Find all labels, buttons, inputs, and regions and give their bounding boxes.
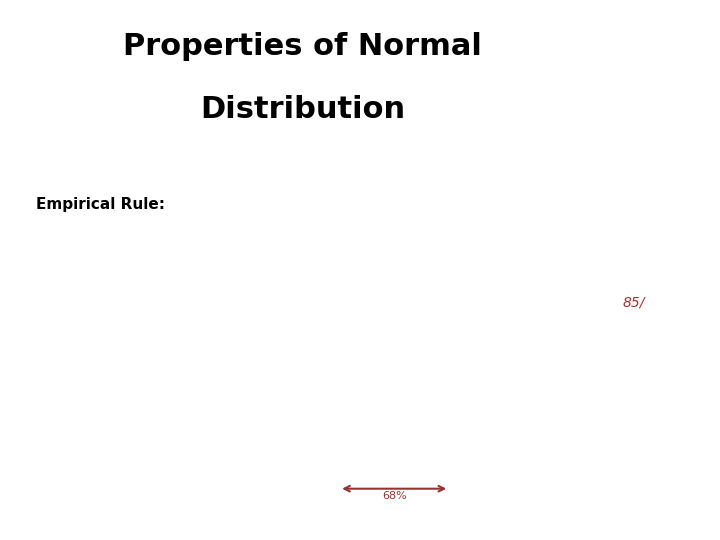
Text: 2.35%: 2.35%: [243, 451, 271, 461]
Text: 95% within: 95% within: [367, 218, 421, 228]
Text: Empirical Rule:: Empirical Rule:: [36, 197, 165, 212]
Text: 2 standard deviations: 2 standard deviations: [341, 238, 447, 248]
Text: 68%: 68%: [382, 491, 407, 502]
Text: 3 standard deviations: 3 standard deviations: [341, 189, 447, 199]
Text: 13.5%: 13.5%: [462, 450, 492, 461]
Text: 1 stancard: 1 stancard: [452, 284, 504, 294]
Text: Properties of Normal: Properties of Normal: [123, 32, 482, 62]
Text: 13.5%: 13.5%: [297, 450, 327, 461]
Text: Distribution: Distribution: [200, 94, 405, 124]
Text: 85/: 85/: [623, 295, 645, 309]
Text: 99.7% within: 99.7% within: [362, 169, 426, 179]
Text: 34%: 34%: [354, 402, 379, 412]
Text: 2.35%: 2.35%: [517, 451, 546, 461]
Text: 34%: 34%: [409, 402, 434, 412]
Text: 68% within: 68% within: [452, 266, 506, 276]
Text: ceviation: ceviation: [452, 298, 497, 308]
